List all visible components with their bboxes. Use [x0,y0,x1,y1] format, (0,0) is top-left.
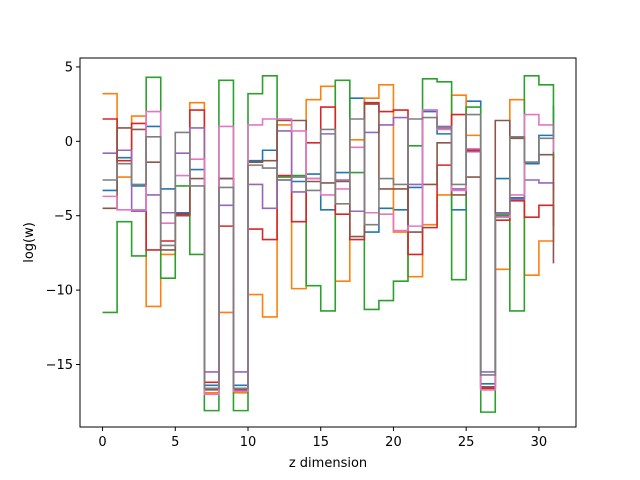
y-tick-label: −15 [46,358,73,373]
series-8-line [102,113,555,390]
plot-frame [79,57,577,428]
x-tick-label: 20 [385,435,402,450]
x-tick-label: 0 [98,435,106,450]
y-tick-label: 5 [65,60,73,75]
x-tick-label: 25 [458,435,475,450]
x-tick-label: 5 [171,435,179,450]
x-tick-label: 30 [531,435,548,450]
x-tick-label: 10 [240,435,257,450]
x-tick-label: 15 [312,435,329,450]
x-axis: 0 5 10 15 20 25 30 [98,427,547,450]
series-layer [102,75,555,413]
y-tick-label: −5 [54,209,73,224]
y-axis: −15 −10 −5 0 5 [46,60,80,373]
x-axis-label: z dimension [289,456,367,471]
y-axis-label: log(w) [22,222,37,263]
y-tick-label: −10 [46,284,73,299]
y-tick-label: 0 [65,135,73,150]
